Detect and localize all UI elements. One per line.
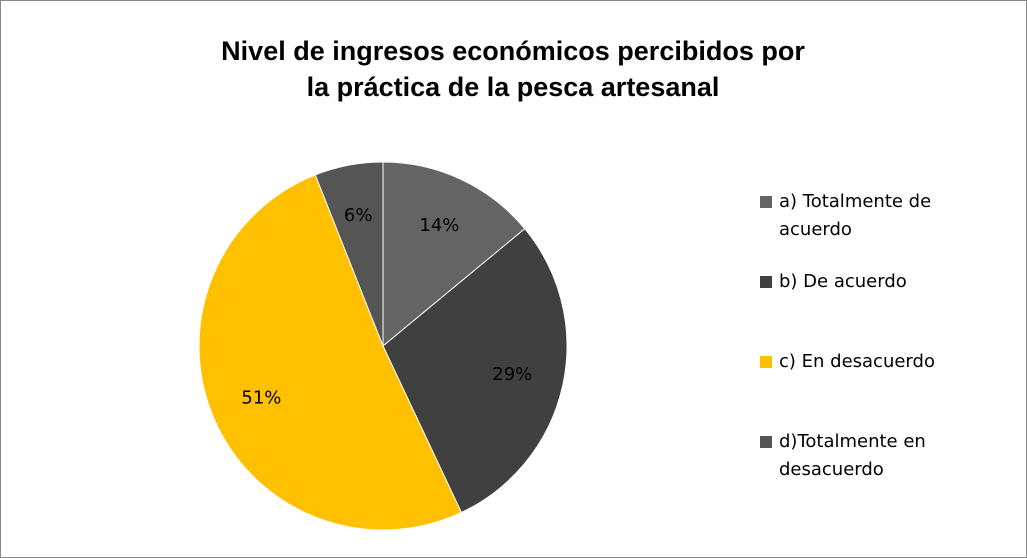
data-label: 6% [344, 205, 373, 226]
chart-title: Nivel de ingresos económicos percibidos … [221, 36, 805, 66]
data-label: 51% [241, 388, 281, 409]
legend-item: b) De acuerdo [760, 268, 989, 296]
pie-slice [382, 228, 568, 514]
legend-swatch [760, 276, 772, 288]
legend-item: d)Totalmente en desacuerdo [760, 428, 989, 484]
legend-item: c) En desacuerdo [760, 348, 989, 376]
data-label: 29% [492, 364, 532, 385]
legend-item: a) Totalmente de acuerdo [760, 188, 989, 244]
pie-slice [314, 161, 384, 347]
data-label: 14% [419, 215, 459, 236]
pie-slice [382, 161, 526, 348]
legend-swatch [760, 196, 772, 208]
pie-slice [198, 174, 463, 531]
legend-swatch [760, 356, 772, 368]
legend-label: a) Totalmente de acuerdo [779, 191, 932, 240]
legend-label: b) De acuerdo [779, 271, 907, 292]
chart-title: la práctica de la pesca artesanal [307, 72, 720, 102]
legend-label: c) En desacuerdo [779, 351, 935, 372]
legend-label: d)Totalmente en desacuerdo [779, 431, 926, 480]
legend-swatch [760, 436, 772, 448]
